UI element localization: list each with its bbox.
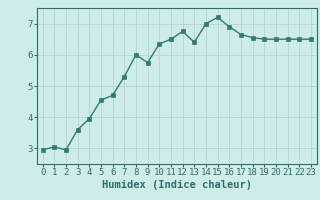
X-axis label: Humidex (Indice chaleur): Humidex (Indice chaleur) <box>102 180 252 190</box>
